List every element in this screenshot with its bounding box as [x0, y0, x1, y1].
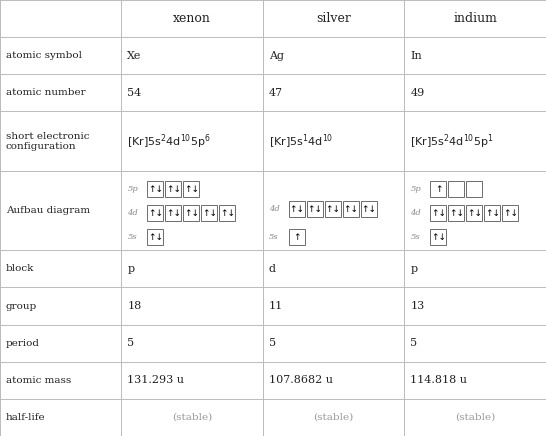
Text: d: d: [269, 264, 276, 274]
Bar: [466, 181, 483, 198]
Text: ↑↓: ↑↓: [184, 209, 199, 218]
Bar: [165, 181, 181, 198]
Text: 5p: 5p: [411, 185, 421, 193]
Text: ↑↓: ↑↓: [148, 209, 163, 218]
Bar: [502, 205, 519, 221]
Text: 114.818 u: 114.818 u: [411, 375, 467, 385]
Text: atomic symbol: atomic symbol: [6, 51, 82, 60]
Text: (stable): (stable): [455, 413, 495, 422]
Bar: [361, 201, 377, 217]
Text: Ag: Ag: [269, 51, 284, 61]
Text: 4d: 4d: [269, 205, 280, 213]
Bar: [430, 205, 447, 221]
Bar: [430, 229, 447, 245]
Text: $[\rm{Kr}]5s^14d^{10}$: $[\rm{Kr}]5s^14d^{10}$: [269, 132, 333, 151]
Text: indium: indium: [453, 12, 497, 25]
Text: ↑↓: ↑↓: [343, 205, 358, 214]
Text: ↑↓: ↑↓: [431, 233, 446, 242]
Text: 5p: 5p: [127, 185, 138, 193]
Text: 11: 11: [269, 301, 283, 311]
Bar: [430, 181, 447, 198]
Bar: [147, 181, 163, 198]
Text: 49: 49: [411, 88, 425, 98]
Bar: [466, 205, 483, 221]
Text: p: p: [411, 264, 418, 274]
Text: 47: 47: [269, 88, 283, 98]
Text: ↑↓: ↑↓: [307, 205, 322, 214]
Bar: [219, 205, 235, 221]
Text: p: p: [127, 264, 134, 274]
Text: half-life: half-life: [6, 413, 46, 422]
Bar: [325, 201, 341, 217]
Text: 5: 5: [127, 338, 134, 348]
Text: ↑↓: ↑↓: [148, 185, 163, 194]
Bar: [289, 229, 305, 245]
Text: (stable): (stable): [172, 413, 212, 422]
Text: ↑↓: ↑↓: [449, 209, 464, 218]
Text: ↑↓: ↑↓: [361, 205, 376, 214]
Text: 107.8682 u: 107.8682 u: [269, 375, 333, 385]
Bar: [448, 205, 465, 221]
Text: atomic mass: atomic mass: [6, 376, 71, 385]
Text: 13: 13: [411, 301, 425, 311]
Text: (stable): (stable): [313, 413, 354, 422]
Text: 4d: 4d: [127, 209, 138, 217]
Text: ↑↓: ↑↓: [467, 209, 482, 218]
Bar: [343, 201, 359, 217]
Bar: [201, 205, 217, 221]
Bar: [183, 205, 199, 221]
Text: block: block: [6, 264, 34, 273]
Bar: [289, 201, 305, 217]
Bar: [147, 229, 163, 245]
Text: ↑↓: ↑↓: [148, 233, 163, 242]
Text: ↑↓: ↑↓: [202, 209, 217, 218]
Bar: [165, 205, 181, 221]
Text: ↑↓: ↑↓: [289, 205, 304, 214]
Text: 5s: 5s: [127, 233, 137, 241]
Text: 5: 5: [269, 338, 276, 348]
Text: xenon: xenon: [173, 12, 211, 25]
Text: ↑↓: ↑↓: [325, 205, 340, 214]
Text: 18: 18: [127, 301, 141, 311]
Text: 5s: 5s: [411, 233, 420, 241]
Text: In: In: [411, 51, 422, 61]
Text: $[\rm{Kr}]5s^24d^{10}5p^6$: $[\rm{Kr}]5s^24d^{10}5p^6$: [127, 132, 211, 151]
Text: 5: 5: [411, 338, 418, 348]
Text: 5s: 5s: [269, 233, 278, 241]
Text: ↑: ↑: [435, 185, 442, 194]
Text: ↑↓: ↑↓: [503, 209, 518, 218]
Bar: [448, 181, 465, 198]
Text: ↑↓: ↑↓: [166, 185, 181, 194]
Bar: [307, 201, 323, 217]
Text: 131.293 u: 131.293 u: [127, 375, 185, 385]
Text: period: period: [6, 339, 40, 347]
Text: ↑↓: ↑↓: [166, 209, 181, 218]
Text: Xe: Xe: [127, 51, 142, 61]
Text: silver: silver: [316, 12, 351, 25]
Text: Aufbau diagram: Aufbau diagram: [6, 206, 90, 215]
Text: ↑↓: ↑↓: [220, 209, 235, 218]
Text: 4d: 4d: [411, 209, 421, 217]
Text: short electronic
configuration: short electronic configuration: [6, 132, 90, 151]
Text: group: group: [6, 302, 37, 310]
Text: 54: 54: [127, 88, 141, 98]
Text: $[\rm{Kr}]5s^24d^{10}5p^1$: $[\rm{Kr}]5s^24d^{10}5p^1$: [411, 132, 494, 151]
Text: ↑↓: ↑↓: [184, 185, 199, 194]
Text: ↑↓: ↑↓: [431, 209, 446, 218]
Text: ↑: ↑: [293, 233, 301, 242]
Text: ↑↓: ↑↓: [485, 209, 500, 218]
Bar: [147, 205, 163, 221]
Bar: [183, 181, 199, 198]
Text: atomic number: atomic number: [6, 89, 86, 97]
Bar: [484, 205, 501, 221]
